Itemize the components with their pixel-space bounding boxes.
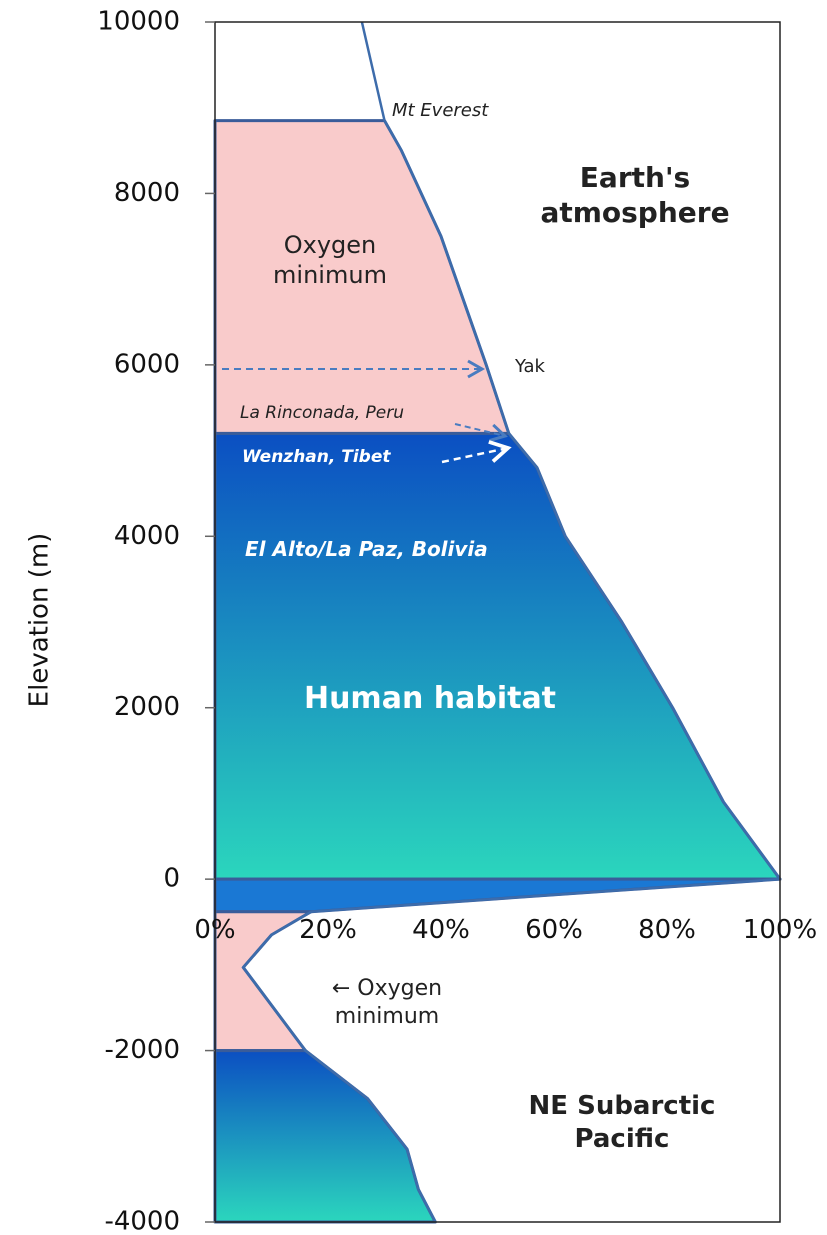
annotation: Earth's atmosphere [540,161,730,229]
y-axis-label: Elevation (m) [25,533,55,708]
y-tick-label: 0 [163,864,180,894]
band [213,431,782,881]
annotation: Human habitat [303,681,557,716]
x-tick-label: 40% [412,915,470,945]
oxygen-curve [360,21,782,880]
y-tick-label: 6000 [114,349,180,379]
annotation: NE Subarctic Pacific [528,1091,716,1154]
annotation: Yak [515,356,545,377]
annotation: Wenzhan, Tibet [242,447,391,467]
annotation: El Alto/La Paz, Bolivia [245,537,488,561]
annotation: ← Oxygen minimum [331,976,443,1029]
x-tick-label: 20% [299,915,357,945]
y-tick-label: -2000 [104,1035,180,1065]
y-tick-label: 10000 [97,7,180,37]
y-tick-label: 2000 [114,692,180,722]
oxygen-curve [241,877,781,1223]
y-tick-label: 8000 [114,178,180,208]
x-tick-label: 100% [743,915,817,945]
x-tick-label: 60% [525,915,583,945]
annotation: La Rinconada, Peru [240,403,405,423]
arrow [454,423,508,442]
x-tick-label: 0% [194,915,235,945]
annotation: Oxygen minimum [273,231,387,289]
annotation: Mt Everest [392,100,489,121]
y-tick-label: -4000 [104,1207,180,1235]
band [213,1049,437,1224]
y-tick-label: 4000 [114,521,180,551]
x-tick-label: 80% [638,915,696,945]
plot-frame [214,21,781,1223]
